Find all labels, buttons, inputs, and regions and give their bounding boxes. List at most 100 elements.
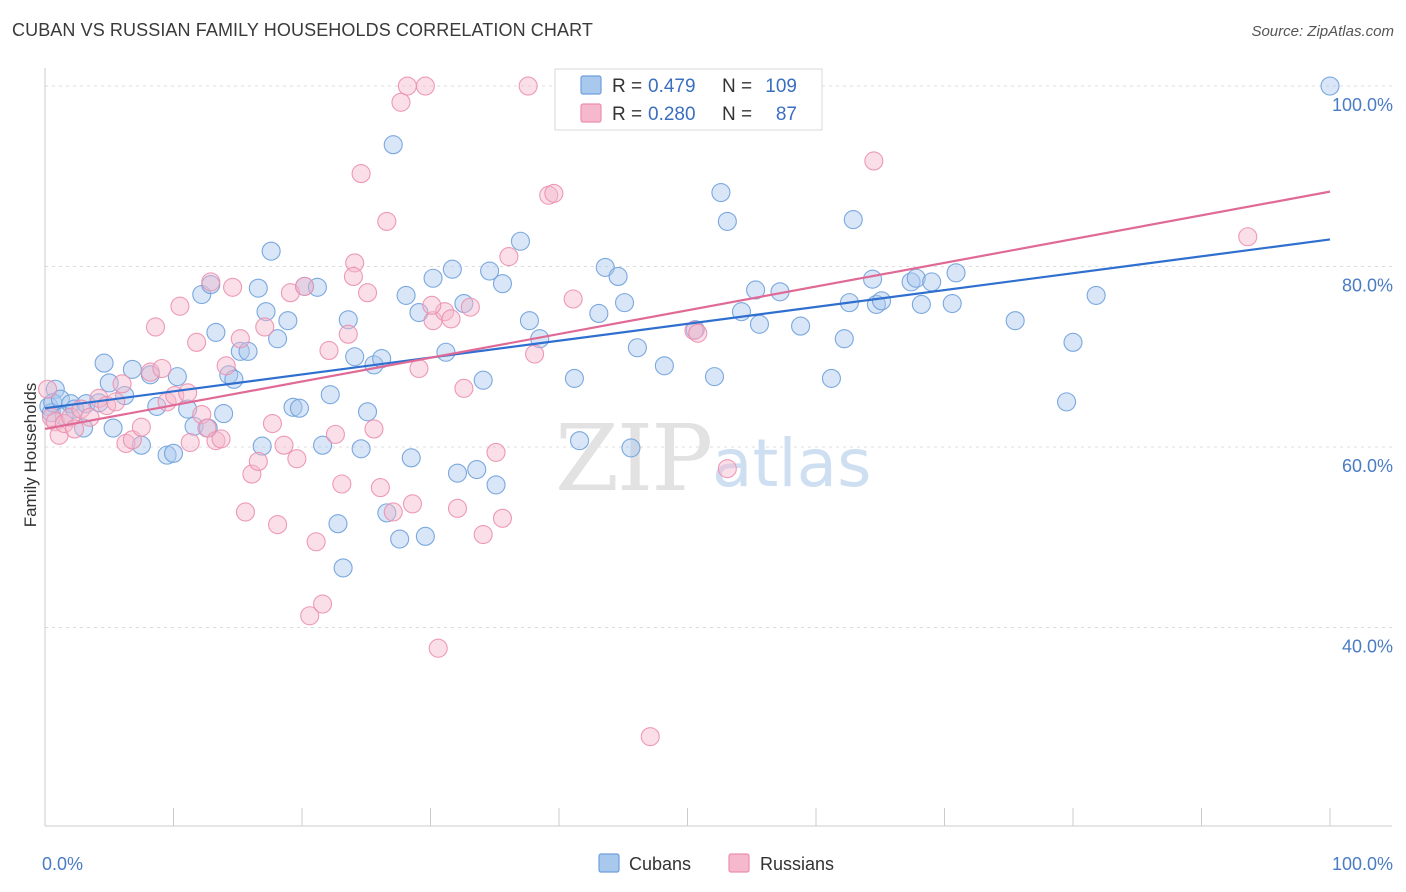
point-cubans-39 [283,397,303,417]
point-russians-71 [492,508,513,528]
point-russians-69 [473,524,493,545]
point-russians-48 [332,474,352,494]
point-cubans-34 [252,436,272,456]
point-cubans-27 [206,322,226,342]
point-russians-34 [242,464,262,484]
legend-n-value-0: 109 [765,76,797,97]
point-cubans-67 [480,261,500,281]
point-russians-40 [280,283,300,303]
legend-n-label-0: N = [722,76,752,97]
point-cubans-78 [614,293,635,313]
point-cubans-100 [911,294,931,314]
point-cubans-90 [791,316,811,336]
point-russians-52 [357,283,378,303]
series-legend-swatch-cubans [598,853,620,873]
point-cubans-99 [906,268,926,288]
point-cubans-77 [608,266,628,287]
x-tick-label-1: 100.0% [1332,854,1393,874]
point-russians-30 [216,356,236,376]
point-cubans-22 [178,399,198,419]
point-russians-84 [1238,227,1258,247]
point-cubans-94 [843,210,863,230]
point-russians-58 [397,76,417,96]
legend-r-label-0: R = [612,76,642,97]
data-points [38,76,1340,747]
point-russians-27 [201,272,221,292]
point-russians-55 [377,211,397,231]
point-cubans-106 [1063,332,1083,352]
point-russians-60 [409,358,429,379]
point-russians-83 [864,151,884,171]
legend-r-value-0: 0.479 [648,76,696,97]
point-russians-72 [499,247,519,267]
point-russians-29 [211,429,231,449]
point-cubans-19 [157,445,177,465]
x-tick-label-0: 0.0% [42,854,83,874]
point-russians-46 [319,340,339,360]
point-russians-63 [428,638,448,658]
grid-lines: 40.0% 60.0% 80.0% 100.0% [45,85,1393,656]
trend-line-russians [44,190,1331,431]
point-cubans-102 [942,293,962,314]
point-russians-85 [343,266,363,287]
point-cubans-103 [946,263,966,283]
point-cubans-108 [1320,76,1340,96]
point-cubans-59 [415,526,435,546]
point-cubans-37 [268,329,288,349]
point-cubans-56 [396,285,416,305]
trend-line-cubans [44,238,1331,410]
y-tick-label-1: 60.0% [1342,456,1393,476]
point-cubans-50 [357,402,378,422]
point-russians-32 [230,329,250,349]
point-cubans-64 [454,293,474,314]
point-russians-5 [61,407,81,427]
point-cubans-81 [654,356,674,376]
point-russians-35 [248,451,268,471]
point-russians-56 [383,502,403,522]
point-cubans-85 [717,211,737,231]
point-cubans-70 [510,231,531,251]
point-cubans-101 [922,272,942,292]
point-russians-18 [152,358,172,379]
point-russians-24 [187,332,207,352]
watermark-atlas: atlas [712,425,872,502]
point-cubans-38 [278,311,298,331]
legend-n-value-1: 87 [776,104,797,125]
point-russians-53 [364,419,384,439]
point-cubans-66 [473,370,493,390]
legend-box: R = 0.479 N = 109 R = 0.280 N = 87 [554,68,823,131]
point-russians-44 [306,532,326,552]
point-cubans-95 [862,269,883,289]
point-russians-66 [447,498,468,518]
point-russians-59 [402,494,423,514]
point-cubans-20 [163,443,184,463]
point-cubans-28 [214,404,234,424]
watermark-zip: ZIP [555,405,711,512]
point-cubans-60 [423,268,443,288]
point-cubans-46 [333,558,353,578]
point-russians-67 [454,378,474,398]
point-cubans-97 [871,291,892,311]
point-cubans-83 [704,367,725,387]
point-cubans-68 [486,475,506,495]
point-cubans-49 [351,439,371,459]
point-cubans-105 [1057,392,1077,412]
point-russians-50 [345,253,365,273]
point-cubans-84 [711,182,731,203]
point-cubans-48 [345,347,365,367]
point-cubans-54 [383,135,403,155]
point-russians-68 [460,297,480,317]
point-russians-22 [178,383,198,403]
point-russians-78 [640,727,660,747]
point-cubans-91 [821,368,841,388]
point-russians-61 [415,76,435,96]
point-cubans-73 [564,368,584,388]
point-cubans-82 [685,320,705,340]
point-russians-36 [255,317,275,337]
series-legend-swatch-russians [728,853,750,873]
y-tick-label-0: 40.0% [1342,636,1393,656]
point-russians-47 [325,424,345,444]
point-cubans-13 [103,418,123,438]
point-cubans-11 [94,353,114,373]
